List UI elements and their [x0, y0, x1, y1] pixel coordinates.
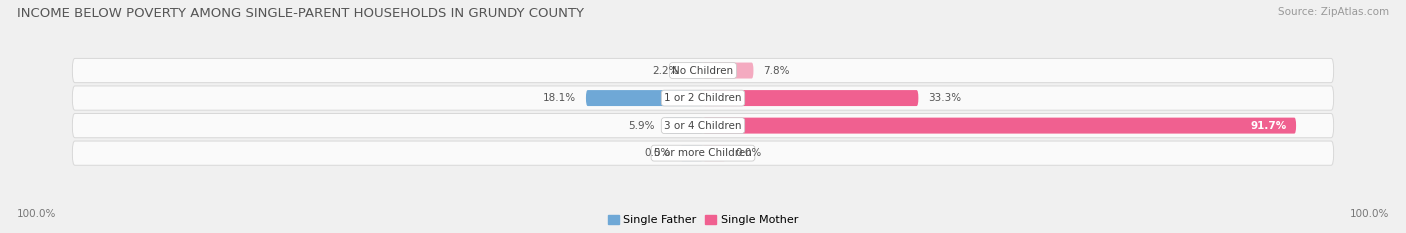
- FancyBboxPatch shape: [703, 118, 1296, 134]
- Text: 5 or more Children: 5 or more Children: [654, 148, 752, 158]
- Text: No Children: No Children: [672, 65, 734, 75]
- FancyBboxPatch shape: [681, 145, 703, 161]
- Legend: Single Father, Single Mother: Single Father, Single Mother: [603, 211, 803, 230]
- FancyBboxPatch shape: [689, 62, 703, 79]
- Text: 2.2%: 2.2%: [652, 65, 679, 75]
- FancyBboxPatch shape: [665, 118, 703, 134]
- FancyBboxPatch shape: [586, 90, 703, 106]
- Text: 100.0%: 100.0%: [1350, 209, 1389, 219]
- Text: 18.1%: 18.1%: [543, 93, 576, 103]
- FancyBboxPatch shape: [703, 145, 725, 161]
- FancyBboxPatch shape: [703, 62, 754, 79]
- FancyBboxPatch shape: [703, 90, 918, 106]
- FancyBboxPatch shape: [73, 113, 1333, 138]
- Text: 33.3%: 33.3%: [928, 93, 962, 103]
- Text: INCOME BELOW POVERTY AMONG SINGLE-PARENT HOUSEHOLDS IN GRUNDY COUNTY: INCOME BELOW POVERTY AMONG SINGLE-PARENT…: [17, 7, 583, 20]
- Text: 3 or 4 Children: 3 or 4 Children: [664, 121, 742, 131]
- Text: 0.0%: 0.0%: [644, 148, 671, 158]
- Text: 5.9%: 5.9%: [628, 121, 655, 131]
- Text: Source: ZipAtlas.com: Source: ZipAtlas.com: [1278, 7, 1389, 17]
- Text: 0.0%: 0.0%: [735, 148, 762, 158]
- Text: 91.7%: 91.7%: [1250, 121, 1286, 131]
- Text: 7.8%: 7.8%: [763, 65, 790, 75]
- FancyBboxPatch shape: [73, 86, 1333, 110]
- FancyBboxPatch shape: [73, 141, 1333, 165]
- Text: 100.0%: 100.0%: [17, 209, 56, 219]
- FancyBboxPatch shape: [73, 58, 1333, 83]
- Text: 1 or 2 Children: 1 or 2 Children: [664, 93, 742, 103]
